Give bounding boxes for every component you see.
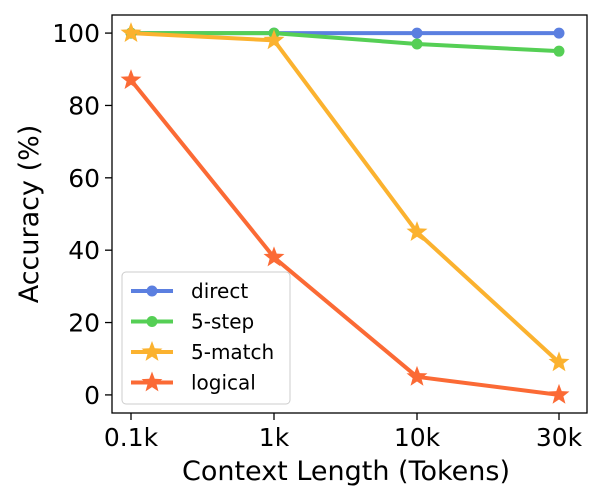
legend-marker-logical	[141, 371, 163, 392]
data-point-logical	[548, 383, 570, 404]
x-tick-label: 10k	[394, 423, 441, 452]
y-tick-label: 40	[68, 236, 100, 265]
y-tick-label: 20	[68, 309, 100, 338]
data-point-5-step	[411, 38, 423, 50]
y-tick-label: 80	[68, 91, 100, 120]
y-axis-title: Accuracy (%)	[14, 125, 45, 304]
data-point-logical	[406, 365, 428, 386]
series-line-5-match	[129, 31, 561, 365]
y-axis: 0 20 40 60 80 100	[52, 19, 112, 410]
y-tick-label: 0	[84, 381, 100, 410]
y-tick-label: 60	[68, 164, 100, 193]
data-point-direct	[553, 27, 565, 39]
legend-label-5-step: 5-step	[191, 310, 254, 334]
legend-label-5-match: 5-match	[191, 340, 274, 364]
legend-label-logical: logical	[191, 371, 256, 395]
series-line-logical	[129, 78, 561, 397]
x-tick-label: 30k	[536, 423, 583, 452]
data-point-5-step	[553, 45, 565, 57]
plot-lines	[129, 31, 561, 397]
data-point-5-match	[120, 22, 142, 42]
legend-box	[121, 271, 291, 405]
plot-area-frame	[111, 14, 588, 414]
plot-markers	[120, 22, 570, 404]
legend-marker-5-match	[141, 341, 163, 361]
data-point-5-match	[548, 351, 570, 372]
x-tick-label: 0.1k	[104, 423, 159, 452]
data-point-logical	[263, 246, 285, 267]
data-point-direct	[411, 27, 423, 39]
x-axis: 0.1k 1k 10k 30k	[104, 413, 583, 452]
series-line-5-step	[129, 31, 561, 54]
x-axis-title: Context Length (Tokens)	[182, 456, 510, 487]
legend: direct 5-step 5-match logical	[121, 271, 291, 405]
x-tick-label: 1k	[259, 423, 290, 452]
y-tick-label: 100	[52, 19, 100, 48]
legend-marker-5-step	[146, 316, 158, 327]
data-point-logical	[120, 69, 142, 90]
data-point-5-match	[406, 221, 428, 241]
data-point-5-match	[263, 29, 285, 50]
legend-marker-direct	[146, 285, 158, 297]
legend-label-direct: direct	[191, 279, 248, 303]
